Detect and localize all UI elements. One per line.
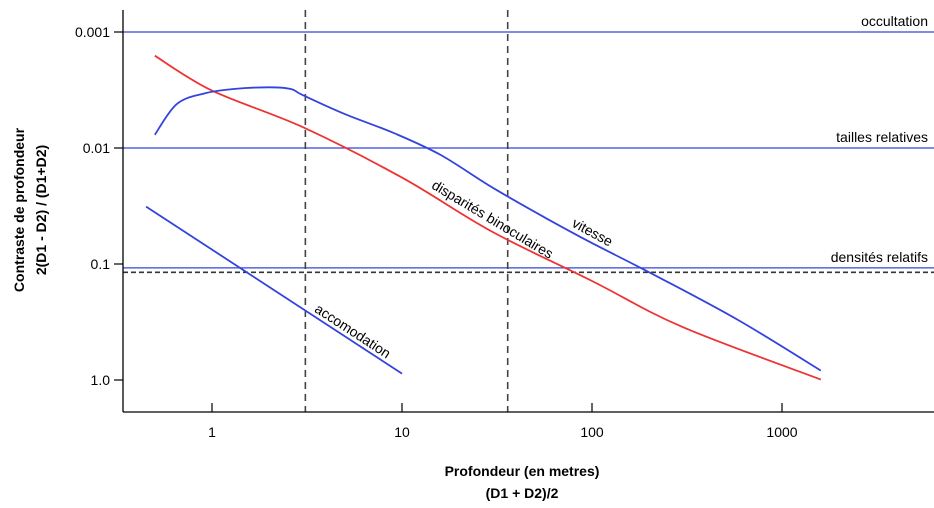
reference-lines [123,31,934,274]
series-label-group-accomodation: accomodation [312,300,394,361]
x-tick-label-1: 1 [208,424,216,440]
y-tick-label-1.0: 1.0 [91,372,111,388]
x-tick-label-10: 10 [394,424,410,440]
y-tick-label-0.01: 0.01 [83,140,110,156]
labels: occultation tailles relatives densités rel… [75,13,928,440]
reference-label-densites-relatifs: densités relatifs [831,249,928,265]
y-tick-label-0.1: 0.1 [91,256,111,272]
x-tick-label-1000: 1000 [766,424,797,440]
y-axis-title-line2: 2(D1 - D2) / (D1+D2) [33,145,49,275]
reference-label-occultation: occultation [861,13,928,29]
series-label-accomodation: accomodation [312,300,394,361]
series-lines [145,54,822,381]
y-axis-title-line1: Contraste de profondeur [11,127,27,292]
ticks [114,31,783,412]
series-label-disparites-binoculaires: disparités binoculaires [429,177,556,262]
series-line-accomodation [145,205,403,375]
series-label-group-disparites-binoculaires: disparités binoculaires [429,177,556,262]
series-line-disparites-binoculaires [154,54,822,381]
x-axis-title-line1: Profondeur (en metres) [445,463,600,479]
reference-label-tailles-relatives: tailles relatives [836,129,928,145]
y-tick-label-0.001: 0.001 [75,24,110,40]
x-axis-title-line2: (D1 + D2)/2 [486,485,559,501]
series-line-vitesse [154,86,822,372]
x-tick-label-100: 100 [580,424,604,440]
vertical-dashed-lines [304,10,509,412]
